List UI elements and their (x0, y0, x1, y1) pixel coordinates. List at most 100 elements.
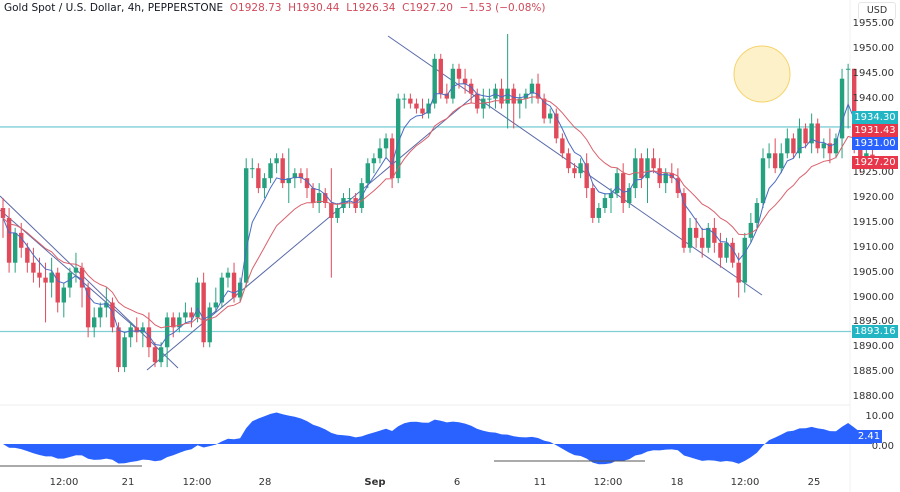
candle-body (438, 58, 443, 94)
candle-body (554, 113, 559, 139)
candle-body (517, 98, 522, 104)
candle-body (213, 302, 218, 308)
candle-body (432, 58, 437, 104)
candle-body (663, 173, 668, 184)
candle-body (122, 337, 127, 368)
candle-body (511, 88, 516, 104)
candle-body (639, 158, 644, 179)
price-tick: 1890.00 (852, 341, 894, 353)
candle-body (177, 317, 182, 328)
symbol-title[interactable]: Gold Spot / U.S. Dollar, 4h, PEPPERSTONE (4, 2, 224, 14)
candle-body (706, 227, 711, 248)
candle-body (365, 163, 370, 184)
moving-averages (2, 83, 873, 346)
candle-body (323, 193, 328, 204)
candle-body (651, 158, 656, 169)
candle-body (535, 83, 541, 99)
trendline[interactable] (0, 195, 179, 369)
price-tick: 1955.00 (852, 18, 894, 29)
candle-body (657, 168, 662, 184)
candle-body (760, 158, 766, 204)
candle-body (627, 188, 632, 204)
candle-body (462, 78, 468, 84)
candle-body (73, 267, 79, 273)
candle-body (316, 193, 322, 204)
candle-body (402, 98, 407, 100)
candle-body (675, 178, 681, 194)
price-tag: 1893.16 (852, 325, 898, 338)
candle-body (79, 267, 85, 288)
candle-body (25, 247, 30, 263)
candle-body (420, 108, 425, 114)
candle-body (262, 178, 267, 189)
candle-body (827, 143, 833, 154)
price-tag: 1931.00 (852, 137, 898, 150)
candle-body (31, 262, 36, 273)
highlight-circle[interactable] (733, 45, 791, 103)
candle-body (608, 193, 614, 199)
price-tick: 1885.00 (852, 366, 894, 378)
candle-body (426, 103, 431, 114)
candle-body (304, 178, 310, 189)
candle-body (92, 317, 97, 328)
candle-body (809, 123, 814, 144)
candle-body (456, 68, 462, 79)
candle-body (602, 198, 608, 209)
candle-body (566, 153, 571, 169)
price-tick: 1905.00 (852, 266, 894, 278)
candle-body (815, 123, 820, 149)
candle-body (231, 272, 237, 298)
candle-body (256, 168, 261, 189)
candle-body (116, 327, 121, 368)
candle-body (6, 217, 12, 263)
candle-body (329, 203, 334, 218)
candle-body (335, 208, 340, 218)
candle-body (274, 158, 279, 164)
candle-body (487, 98, 492, 100)
candle-body (189, 312, 194, 318)
candle-body (724, 242, 729, 258)
currency-button[interactable]: USD (858, 2, 896, 20)
price-tick: 1950.00 (852, 42, 894, 54)
candle-body (225, 272, 231, 278)
candle-body (736, 262, 741, 283)
candle-body (183, 312, 188, 318)
candle-body (12, 232, 18, 263)
candle-body (845, 68, 851, 70)
candle-body (152, 347, 158, 363)
price-tick: 1900.00 (852, 291, 894, 303)
trendline[interactable] (146, 94, 476, 371)
candle-body (779, 153, 784, 169)
oscillator-tick: 10.00 (865, 411, 894, 422)
oscillator-pane (0, 412, 873, 467)
candle-body (195, 282, 200, 318)
candle-body (681, 193, 687, 248)
candle-body (98, 307, 103, 318)
candle-body (61, 287, 66, 303)
price-tick: 1895.00 (852, 316, 894, 328)
candle-body (839, 78, 845, 139)
candle-body (584, 163, 589, 189)
candle-body (347, 198, 352, 200)
oscillator-tick: 0.00 (871, 441, 894, 452)
candle-body (450, 68, 456, 99)
time-tick: 6 (453, 477, 461, 488)
candle-body (766, 153, 772, 159)
candle-body (292, 173, 298, 179)
candle-body (687, 227, 693, 248)
candle-body (833, 138, 839, 154)
price-tick: 1920.00 (852, 192, 894, 204)
candle-body (560, 138, 565, 154)
candle-body (134, 327, 139, 333)
horizontal-levels[interactable] (0, 126, 851, 333)
candle-body (772, 153, 778, 169)
price-tick: 1925.00 (852, 167, 894, 179)
chart-header: Gold Spot / U.S. Dollar, 4h, PEPPERSTONE… (4, 2, 545, 14)
price-tick: 1945.00 (852, 67, 894, 79)
candle-body (104, 302, 109, 308)
time-tick: 21 (121, 477, 135, 488)
candle-body (414, 103, 419, 109)
candle-body (748, 222, 754, 238)
price-tick: 1910.00 (852, 241, 894, 253)
